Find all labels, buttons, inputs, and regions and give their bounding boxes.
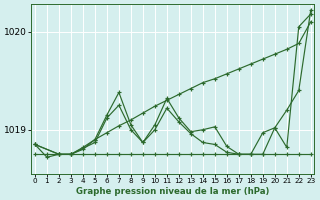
X-axis label: Graphe pression niveau de la mer (hPa): Graphe pression niveau de la mer (hPa) — [76, 187, 269, 196]
